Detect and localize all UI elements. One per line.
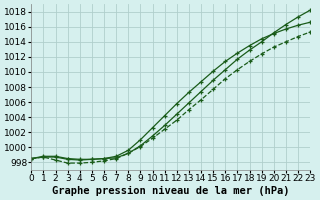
X-axis label: Graphe pression niveau de la mer (hPa): Graphe pression niveau de la mer (hPa) [52,186,290,196]
